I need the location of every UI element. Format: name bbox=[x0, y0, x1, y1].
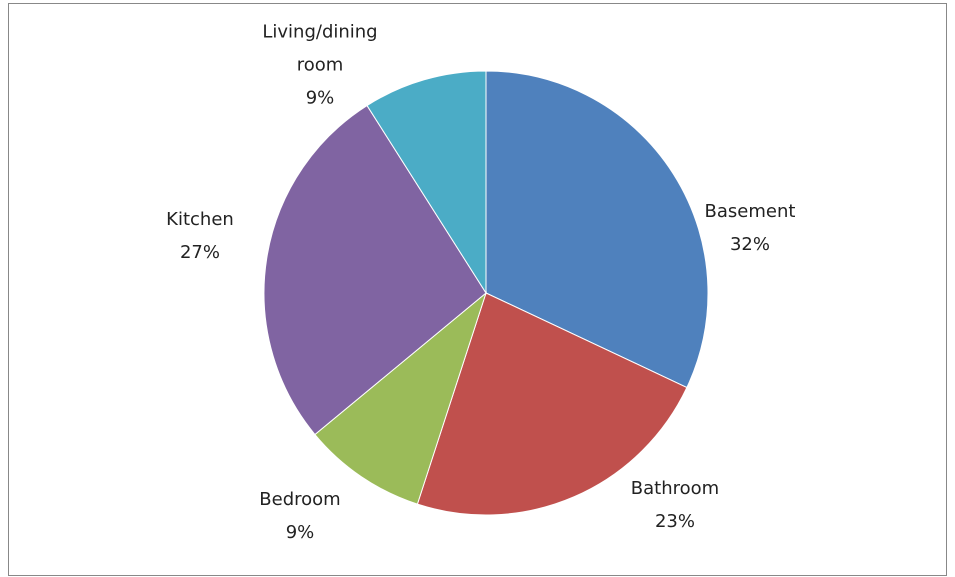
pie-slice bbox=[485, 70, 709, 389]
pie-slice bbox=[416, 292, 688, 516]
category-label: Kitchen bbox=[166, 209, 234, 230]
value-label: 9% bbox=[305, 87, 335, 109]
pie-slice bbox=[366, 70, 487, 295]
slice-label: Bedroom 9% bbox=[225, 483, 375, 549]
value-label: 23% bbox=[654, 511, 695, 532]
slice-label: Basement 32% bbox=[675, 195, 825, 261]
slice-label: Kitchen 27% bbox=[125, 203, 275, 269]
category-label: Living/dining room bbox=[262, 21, 378, 76]
pie-slice bbox=[263, 104, 487, 436]
slice-label: Bathroom 23% bbox=[600, 472, 750, 538]
category-label: Bedroom bbox=[259, 489, 341, 510]
category-label: Bathroom bbox=[630, 478, 720, 499]
slice-label: Living/dining room 9% bbox=[240, 16, 400, 115]
value-label: 27% bbox=[179, 242, 220, 263]
value-label: 9% bbox=[285, 522, 315, 543]
pie-slice bbox=[314, 291, 488, 505]
value-label: 32% bbox=[729, 234, 770, 255]
category-label: Basement bbox=[704, 201, 796, 222]
